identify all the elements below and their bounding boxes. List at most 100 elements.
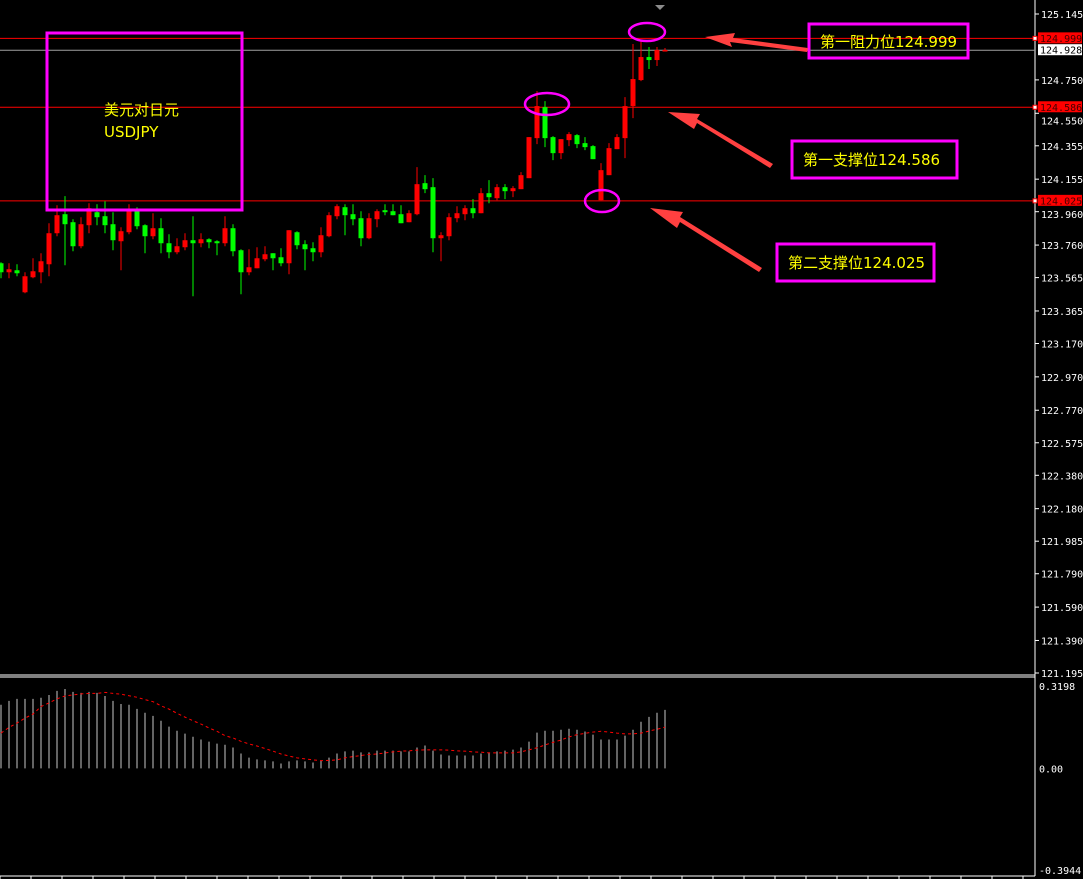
candle-body	[622, 106, 628, 139]
candle	[430, 178, 436, 253]
candle-body	[46, 233, 52, 265]
candle	[166, 234, 172, 259]
arrow-resistance	[705, 33, 808, 52]
candle-body	[542, 107, 548, 139]
candle	[534, 91, 540, 145]
candle-body	[614, 137, 620, 150]
candle	[38, 253, 44, 284]
candle-body	[558, 139, 564, 154]
price-tick-label: 123.170	[1041, 340, 1083, 351]
level-price-label: 124.025	[1040, 196, 1082, 207]
candle-body	[142, 225, 148, 237]
candle	[494, 184, 500, 201]
price-tick-label: 122.970	[1041, 373, 1083, 384]
candle	[102, 201, 108, 234]
bid-price-label: 124.928	[1040, 46, 1082, 57]
candle	[518, 172, 524, 190]
price-tick-label: 124.355	[1041, 142, 1083, 153]
candle	[526, 137, 532, 179]
candle-body	[246, 267, 252, 273]
candle-body	[582, 143, 588, 148]
candle-body	[230, 228, 236, 252]
candle	[6, 263, 12, 279]
candle-body	[430, 187, 436, 239]
candle	[0, 262, 4, 279]
candle-body	[326, 215, 332, 237]
candle-body	[22, 276, 28, 293]
candle-body	[278, 257, 284, 264]
price-tick-label: 124.750	[1041, 76, 1083, 87]
resistance-1-box	[807, 22, 970, 60]
candle-body	[382, 210, 388, 213]
candle-body	[414, 184, 420, 215]
level-price-label: 124.586	[1040, 103, 1082, 114]
candle	[502, 184, 508, 200]
candle-body	[494, 187, 500, 199]
candle-body	[294, 232, 300, 246]
candle-body	[94, 212, 100, 218]
candle	[638, 40, 644, 82]
candle	[598, 163, 604, 201]
candle-body	[574, 135, 580, 145]
candle-body	[630, 79, 636, 107]
price-tick-label: 122.770	[1041, 406, 1083, 417]
candle-body	[134, 211, 140, 227]
candle	[198, 233, 204, 248]
candle	[542, 101, 548, 148]
candle	[230, 224, 236, 257]
candle-body	[486, 193, 492, 198]
candle-body	[374, 211, 380, 220]
candle	[30, 258, 36, 279]
candle	[390, 204, 396, 216]
candle-body	[222, 228, 228, 244]
candle	[454, 206, 460, 223]
chart-shift-marker-icon[interactable]	[655, 5, 665, 10]
candle-body	[126, 209, 132, 233]
candle	[446, 213, 452, 241]
candle	[326, 212, 332, 238]
candle	[606, 143, 612, 176]
candle	[22, 272, 28, 294]
resistance-1-label: 第一阻力位124.999	[820, 33, 957, 51]
candle	[118, 227, 124, 271]
candle-body	[358, 218, 364, 239]
candle	[94, 204, 100, 226]
candle	[342, 204, 348, 236]
candle	[286, 230, 292, 275]
candle	[334, 204, 340, 220]
candle-body	[438, 235, 444, 239]
candle-body	[550, 137, 556, 154]
candle-body	[318, 235, 324, 253]
candle-body	[590, 146, 596, 160]
support-1-highlight-ellipse	[523, 91, 571, 117]
candle-body	[454, 213, 460, 219]
candle	[550, 136, 556, 161]
candle-body	[70, 222, 76, 247]
support-1-box	[790, 139, 959, 180]
candle	[398, 205, 404, 224]
candle	[510, 186, 516, 198]
bid-price-badge	[1038, 44, 1082, 56]
candle	[318, 227, 324, 258]
candle-body	[206, 239, 212, 243]
candle-body	[510, 188, 516, 192]
candle-body	[174, 246, 180, 253]
candle	[62, 196, 68, 266]
support-2-label: 第二支撑位124.025	[788, 254, 925, 272]
candle-body	[78, 224, 84, 247]
candle	[558, 139, 564, 160]
candle	[302, 240, 308, 271]
candle-body	[654, 50, 660, 61]
candle	[478, 188, 484, 214]
candle-body	[310, 248, 316, 253]
candle-body	[198, 239, 204, 244]
price-tick-label: 121.985	[1041, 537, 1083, 548]
price-tick-label: 121.390	[1041, 636, 1083, 647]
candle	[110, 212, 116, 251]
candle	[254, 247, 260, 269]
support-2-highlight-ellipse	[583, 188, 621, 214]
level-marker-icon	[1032, 104, 1038, 110]
candle-body	[446, 217, 452, 237]
candle	[630, 44, 636, 119]
